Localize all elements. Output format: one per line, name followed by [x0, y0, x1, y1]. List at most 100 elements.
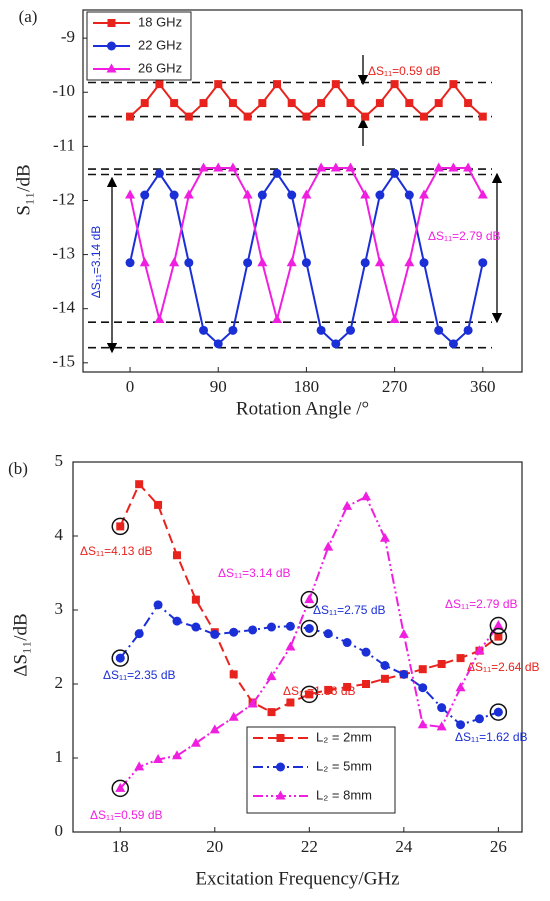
marker: [419, 189, 430, 199]
marker: [198, 162, 209, 172]
marker: [134, 761, 145, 771]
marker: [126, 112, 135, 121]
marker: [285, 641, 296, 651]
marker: [184, 258, 194, 268]
marker: [199, 325, 209, 335]
marker: [361, 491, 372, 501]
marker: [248, 625, 258, 635]
marker: [285, 621, 295, 631]
x-tick-label: 20: [206, 837, 223, 856]
marker: [214, 80, 223, 89]
marker: [154, 168, 164, 178]
marker: [106, 63, 117, 73]
marker: [172, 551, 181, 560]
marker: [172, 616, 182, 626]
marker: [418, 683, 428, 693]
x-tick-label: 360: [470, 377, 496, 396]
marker: [448, 162, 459, 172]
y-tick-label: -10: [52, 81, 75, 100]
marker: [323, 541, 334, 551]
marker: [331, 339, 341, 349]
marker: [228, 325, 238, 335]
legend-label: 18 GHz: [138, 14, 182, 29]
legend-label: L₂ = 5mm: [316, 758, 372, 773]
arrows: [106, 55, 503, 354]
highlight-circle: [300, 685, 319, 704]
marker: [463, 325, 473, 335]
marker: [107, 41, 116, 51]
marker: [464, 99, 473, 108]
marker: [323, 629, 333, 639]
marker: [267, 708, 276, 717]
marker: [437, 703, 447, 713]
marker: [474, 645, 485, 655]
annotation: ΔS₁₁=0.59 dB: [368, 64, 441, 78]
annotation: ΔS₁₁=2.79 dB: [445, 597, 518, 611]
y-tick-label: -11: [53, 135, 75, 154]
marker: [478, 112, 487, 121]
highlight-circle: [111, 649, 130, 667]
marker: [190, 737, 201, 747]
marker: [286, 257, 297, 267]
panel: (a) Rotation Angle /° S₁₁/dB -9 -10 -11 -12 -13…: [13, 7, 523, 419]
marker: [169, 257, 180, 267]
y-tick-label: -9: [61, 27, 75, 46]
marker: [316, 325, 326, 335]
marker: [125, 258, 135, 268]
marker: [436, 721, 447, 731]
marker: [287, 190, 297, 200]
marker: [434, 99, 443, 108]
marker: [272, 314, 283, 324]
marker: [273, 80, 282, 89]
marker: [390, 168, 400, 178]
legend-label: 22 GHz: [138, 37, 182, 52]
marker: [153, 753, 164, 763]
highlight-circle: [300, 590, 319, 609]
marker: [455, 682, 466, 692]
marker: [134, 629, 144, 639]
marker: [266, 671, 277, 681]
annotation: ΔS₁₁=1.86 dB: [283, 684, 356, 698]
marker: [140, 99, 149, 108]
marker: [342, 638, 352, 648]
marker: [275, 790, 286, 800]
marker: [199, 99, 208, 108]
marker: [304, 594, 315, 604]
x-tick-label: 24: [395, 837, 413, 856]
marker: [477, 189, 488, 199]
annotation: ΔS₁₁=0.59 dB: [90, 808, 163, 822]
highlight-circle: [111, 517, 130, 536]
marker: [390, 80, 399, 89]
marker: [380, 674, 389, 683]
x-axis-label: Rotation Angle /°: [236, 398, 369, 419]
panel: (b) Excitation Frequency/GHz ΔS₁₁/dB 0 1 2 3 4 5…: [8, 451, 539, 889]
marker: [434, 325, 444, 335]
series-line: [129, 82, 484, 118]
marker: [107, 19, 116, 27]
marker: [463, 162, 474, 172]
marker: [229, 670, 238, 679]
marker: [346, 99, 355, 108]
marker: [360, 258, 370, 268]
marker: [191, 622, 201, 632]
marker: [404, 257, 415, 267]
x-tick-label: 270: [382, 377, 408, 396]
marker: [276, 762, 285, 772]
marker: [316, 162, 327, 172]
y-tick-label: -15: [52, 352, 75, 371]
y-tick-label: 4: [55, 525, 64, 544]
marker: [154, 314, 165, 324]
marker: [257, 257, 268, 267]
marker: [213, 162, 224, 172]
marker: [374, 257, 385, 267]
legend-label: 26 GHz: [138, 60, 182, 75]
marker: [301, 189, 312, 199]
annotation: ΔS₁₁=2.79 dB: [428, 229, 501, 243]
marker: [228, 99, 237, 108]
marker: [210, 629, 220, 639]
marker: [169, 190, 179, 200]
annotation: ΔS₁₁=1.62 dB: [455, 730, 528, 744]
y-tick-label: -14: [52, 298, 75, 317]
marker: [360, 189, 371, 199]
marker: [317, 99, 326, 108]
